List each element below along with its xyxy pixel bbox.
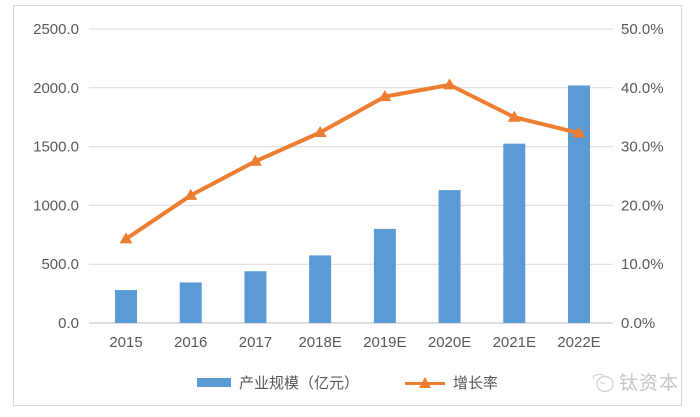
growth-rate-line <box>124 82 580 241</box>
x-axis-tick-label: 2015 <box>109 334 142 351</box>
x-axis-tick-label: 2017 <box>239 334 272 351</box>
right-axis-tick-label: 0.0% <box>621 315 655 332</box>
bar-2016 <box>179 282 202 323</box>
left-axis-tick-label: 0.0 <box>58 315 79 332</box>
right-axis-tick-label: 20.0% <box>621 197 664 214</box>
x-axis-tick-label: 2022E <box>557 334 600 351</box>
line-marker-2022E <box>572 126 586 138</box>
bar-2021E <box>503 143 526 323</box>
bar-2019E <box>373 228 396 323</box>
right-axis-tick-label: 10.0% <box>621 256 664 273</box>
right-axis-tick-label: 40.0% <box>621 80 664 97</box>
chart-frame: 0.0 0.0% 500.0 10.0% 1000.0 20.0% 1500.0 30.0% 2… <box>13 5 682 406</box>
right-axis-tick-label: 50.0% <box>621 21 664 38</box>
line-marker-2019E <box>378 90 392 102</box>
x-axis-tick-label: 2018E <box>298 334 341 351</box>
left-axis-tick-label: 1500.0 <box>33 139 79 156</box>
combo-chart: 0.0 0.0% 500.0 10.0% 1000.0 20.0% 1500.0 30.0% 2… <box>33 21 664 351</box>
line-marker-2018E <box>313 125 327 137</box>
x-axis-tick-label: 2020E <box>428 334 471 351</box>
bar-2022E <box>568 85 590 323</box>
bar-2018E <box>309 255 332 323</box>
left-axis-tick-label: 2500.0 <box>33 21 79 38</box>
x-axis-tick-label: 2016 <box>174 334 207 351</box>
right-axis-tick-label: 30.0% <box>621 139 664 156</box>
line-marker-2020E <box>443 78 457 90</box>
bar-2015 <box>115 290 137 323</box>
x-axis-tick-label: 2019E <box>363 334 406 351</box>
line-marker-2021E <box>507 110 521 122</box>
bar-2020E <box>438 190 461 323</box>
line-marker-2015 <box>119 232 133 244</box>
line-marker-2016 <box>184 188 198 200</box>
left-axis-tick-label: 2000.0 <box>33 80 79 97</box>
left-axis-tick-label: 1000.0 <box>33 197 79 214</box>
line-marker-2017 <box>248 154 262 166</box>
left-axis-tick-label: 500.0 <box>41 256 79 273</box>
x-axis-tick-label: 2021E <box>493 334 536 351</box>
bar-2017 <box>244 271 267 323</box>
